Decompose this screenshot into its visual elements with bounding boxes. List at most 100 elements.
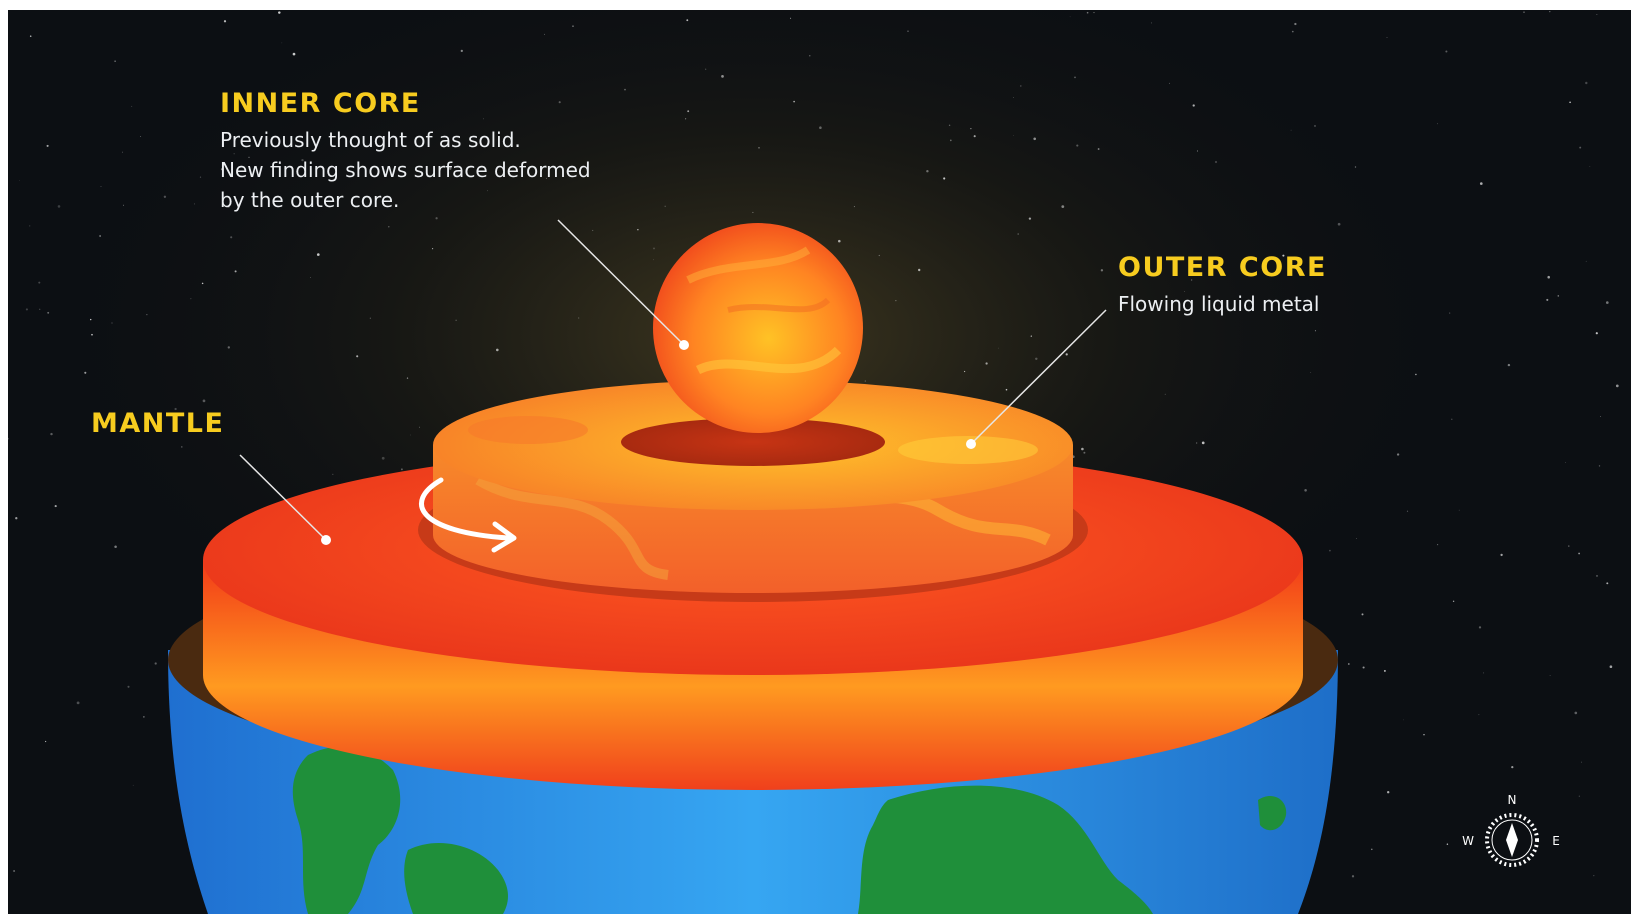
star [705,68,707,70]
continent-west-2 [404,842,508,914]
star [131,105,133,107]
star [546,177,547,179]
star [685,118,687,120]
star [1013,97,1014,98]
star [248,156,250,158]
star [227,206,230,208]
star [1304,489,1307,492]
star [1086,11,1089,14]
star [1581,761,1582,763]
star [1074,76,1076,79]
star [29,35,32,37]
star [1356,538,1357,540]
star [8,437,9,440]
star [653,259,654,261]
leader-lines [239,219,1107,545]
star [223,20,227,23]
star [853,206,855,208]
star [664,205,666,208]
inner-core-sphere [653,223,863,433]
continent-east [858,785,1153,914]
star [1196,442,1198,444]
star [29,225,31,227]
star [84,371,87,374]
star [91,333,93,336]
star [123,204,124,206]
star [1589,165,1591,167]
star [1035,357,1038,361]
star [1214,160,1218,164]
star [1478,714,1480,716]
star [1452,600,1455,602]
star [624,88,626,91]
star [13,870,16,872]
star [332,473,334,476]
star [47,311,50,314]
continent-west [292,746,401,914]
outer-core-layer [433,380,1073,593]
star [1310,372,1312,373]
star [1445,50,1448,53]
star [1383,669,1386,672]
star [578,317,580,319]
star [432,248,434,250]
star [1568,545,1570,547]
star [687,110,690,113]
star [1564,462,1566,464]
mantle-title: MANTLE [91,408,225,439]
star [1387,791,1390,794]
star [809,55,811,57]
star [1061,205,1065,208]
star [388,226,390,228]
star [572,25,574,27]
star [1451,418,1453,420]
star [1150,22,1152,24]
star [1020,85,1022,87]
star [487,190,489,192]
star [1569,101,1571,104]
star [99,235,101,237]
star [1347,663,1350,665]
star [918,268,921,272]
star [1028,217,1032,220]
star [174,407,177,411]
star [721,75,724,78]
mantle-label: MANTLE [91,408,224,439]
star [1337,222,1341,226]
star [1013,135,1014,136]
star [790,17,792,19]
star [1291,30,1294,33]
star [1578,795,1580,797]
star [1437,544,1439,546]
earth-layers-illustration: N W E [8,10,1631,914]
star [878,254,880,257]
star [163,195,167,198]
star [1314,125,1316,127]
infographic-canvas: N W E INNER CORE Previously thought of a… [8,10,1631,914]
star [54,505,57,508]
star [140,136,142,138]
star [39,308,41,310]
star [234,270,237,273]
star [985,362,988,365]
star [1192,104,1195,107]
star [1593,875,1595,877]
star [1446,843,1449,845]
star [406,377,409,379]
inner-core-hole [621,418,885,466]
star [435,217,438,220]
star [907,30,909,32]
star [449,167,452,170]
star [1294,22,1297,26]
star [1005,388,1008,391]
star [38,281,41,284]
star [1190,279,1193,281]
star [410,434,411,436]
star [181,446,183,448]
star [1033,137,1036,141]
star [1069,16,1071,18]
star [1606,582,1609,585]
star [15,517,18,520]
star [90,318,92,321]
star [400,468,403,471]
